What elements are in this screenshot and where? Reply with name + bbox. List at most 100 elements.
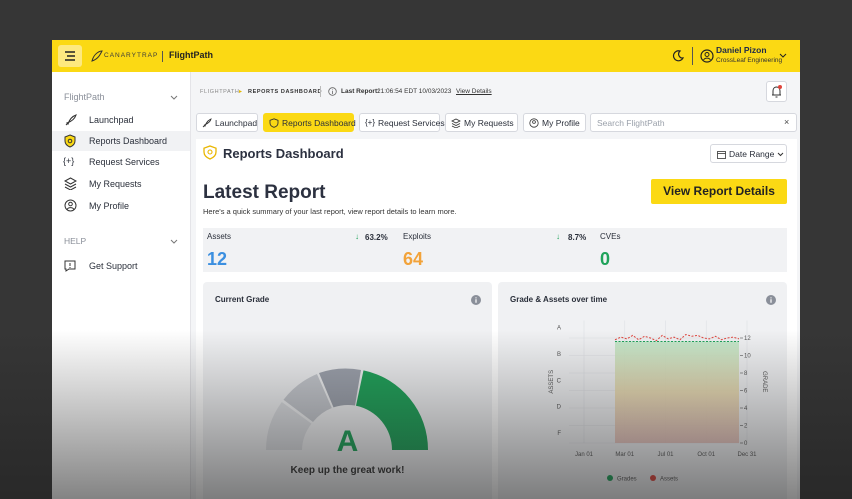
stat-value: 12 — [207, 249, 228, 269]
app-name: FlightPath — [169, 50, 213, 60]
user-name[interactable]: Daniel Pizon — [716, 45, 767, 55]
stat-change: 63.2% — [365, 233, 388, 242]
legend-label: Grades — [617, 477, 637, 483]
x-tick-label: Oct 01 — [697, 452, 715, 458]
info-icon[interactable] — [766, 295, 776, 305]
breadcrumb-root[interactable]: FLIGHTPATH — [200, 89, 240, 95]
view-report-label: View Report Details — [663, 184, 775, 198]
chart-card: Grade & Assets over time Jan 01 Mar 01 Jul… — [498, 282, 787, 499]
nav-item[interactable]: Launchpad — [52, 110, 190, 130]
grade-area — [615, 341, 739, 443]
stat-arrow: ↓ — [556, 232, 560, 241]
nav-icon — [64, 134, 76, 148]
clear-search[interactable]: × — [784, 117, 790, 127]
stat-value: 64 — [403, 249, 424, 269]
latest-subtitle: Here's a quick summary of your last repo… — [203, 207, 457, 216]
last-report-time: 21:06:54 EDT 10/03/2023 — [377, 88, 452, 95]
series-line — [614, 333, 740, 342]
y2-tick-label: 6 — [744, 389, 748, 395]
tab[interactable]: Launchpad — [196, 113, 258, 132]
nav-icon — [64, 177, 77, 190]
tab[interactable]: {+} Request Services — [359, 113, 445, 132]
user-icon — [700, 49, 714, 63]
x-tick-label: Jul 01 — [657, 452, 674, 458]
nav-icon: {+} — [63, 156, 75, 166]
tab[interactable]: My Requests — [445, 113, 518, 132]
tab-active[interactable]: Reports Dashboard — [263, 113, 356, 132]
page-title: Reports Dashboard — [223, 146, 344, 161]
stat-label: Exploits — [403, 232, 432, 241]
divider — [162, 51, 163, 62]
y-tick-label: A — [557, 326, 561, 332]
help-section: HELP — [64, 236, 87, 246]
view-details-link[interactable]: View Details — [456, 88, 492, 95]
nav-item[interactable]: My Requests — [52, 174, 190, 194]
y-tick-label: B — [557, 352, 561, 358]
chevron[interactable] — [170, 95, 178, 101]
latest-title: Latest Report — [203, 182, 326, 203]
nav-icon — [64, 199, 77, 212]
nav-icon — [65, 114, 77, 126]
bell-icon — [772, 85, 782, 98]
chart-title: Grade & Assets over time — [510, 295, 608, 304]
search-placeholder: Search FlightPath — [597, 118, 665, 128]
y2-tick-label: 8 — [744, 371, 748, 377]
divider — [692, 47, 693, 65]
last-report-label: Last Report: — [341, 88, 380, 95]
y-tick-label: D — [557, 405, 562, 411]
search-box[interactable]: Search FlightPath × — [590, 113, 797, 132]
y2-tick-label: 2 — [744, 424, 748, 430]
chevron[interactable] — [779, 53, 787, 59]
tab[interactable]: My Profile — [523, 113, 586, 132]
sidebar-section: FlightPath — [64, 92, 105, 102]
chevron — [777, 152, 784, 157]
stats-row — [203, 228, 787, 272]
tab-label: Reports Dashboard — [282, 118, 356, 128]
tab-icon — [269, 118, 279, 128]
tab-icon — [451, 118, 461, 128]
page-icon — [203, 145, 217, 160]
y2-tick-label: 10 — [744, 354, 751, 360]
stat-arrow: ↓ — [355, 232, 359, 241]
grade-message: Keep up the great work! — [290, 465, 405, 476]
nav-item-active[interactable]: Reports Dashboard — [52, 131, 190, 151]
card-title: Current Grade — [215, 295, 270, 304]
nav-item[interactable]: {+} Request Services — [52, 152, 190, 172]
y-tick-label: C — [557, 378, 562, 384]
stat-change: 8.7% — [568, 233, 587, 242]
user-org: CrossLeaf Engineering — [716, 57, 783, 64]
tab-label: Request Services — [378, 118, 445, 128]
info-icon[interactable] — [471, 295, 481, 305]
breadcrumb-current: REPORTS DASHBOARD — [248, 89, 323, 95]
nav-item[interactable]: My Profile — [52, 196, 190, 216]
theme-toggle[interactable] — [672, 50, 684, 62]
stat-label: Assets — [207, 232, 232, 241]
nav-label: Reports Dashboard — [89, 136, 168, 146]
nav-label: My Profile — [89, 201, 130, 211]
nav-item[interactable]: Get Support — [52, 256, 190, 276]
tab-icon — [202, 118, 212, 128]
logo-icon — [91, 50, 103, 62]
menu-button[interactable] — [58, 45, 82, 67]
app-window: CANARYTRAP FlightPath Daniel Pizon Cross… — [52, 40, 800, 499]
legend-swatch — [650, 475, 656, 481]
tab-label: Launchpad — [215, 118, 258, 128]
notification-button[interactable] — [766, 81, 787, 102]
tab-label: My Profile — [542, 118, 580, 128]
date-range-button[interactable]: Date Range — [710, 144, 787, 163]
menu-icon — [65, 51, 75, 61]
y-axis-label: ASSETS — [549, 370, 555, 394]
grade-card: Current Grade A Keep up the great work! — [203, 282, 492, 499]
grade-letter: A — [336, 425, 359, 458]
stat: CVEs 0 — [596, 228, 787, 272]
legend-swatch — [607, 475, 613, 481]
view-report-button[interactable]: View Report Details — [651, 179, 787, 204]
nav-label: My Requests — [89, 179, 142, 189]
y2-axis-label: GRADE — [761, 371, 767, 392]
stat: Assets ↓ 63.2% 12 — [203, 228, 394, 272]
chevron[interactable] — [170, 239, 178, 245]
divider — [320, 86, 321, 97]
y2-tick-label: 4 — [744, 406, 748, 412]
date-range-label: Date Range — [729, 149, 775, 159]
